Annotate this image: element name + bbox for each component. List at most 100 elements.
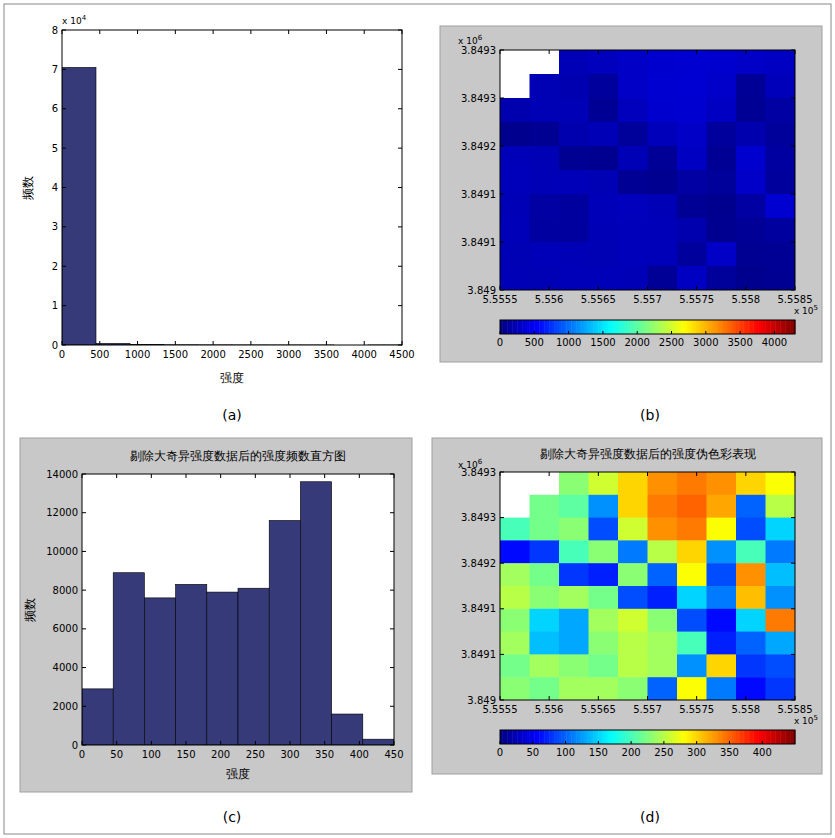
y-multiplier-base: x 10 [458,36,478,46]
colorbar-swatch [537,730,540,744]
colorbar-swatch [539,730,542,744]
histogram-bar [62,67,96,345]
y-tick [82,474,86,475]
colorbar-swatch [581,730,584,744]
colorbar-swatch [711,320,714,334]
y-tick [82,590,86,591]
x-tick [151,741,152,745]
y-tick-right [390,590,394,591]
colorbar-swatch [702,730,705,744]
colorbar-swatch [667,320,670,334]
x-tick-top [795,472,796,476]
heatmap-cell [766,563,796,586]
y-tick-right [398,108,402,109]
histogram-bar [332,714,363,745]
colorbar-swatch [724,320,727,334]
colorbar-swatch [542,320,545,334]
colorbar-swatch [613,730,616,744]
x-tick-top [394,474,395,478]
x-tick-label: 300 [280,749,299,760]
x-tick-label: 2000 [200,349,225,360]
x-tick-top [213,30,214,34]
heatmap-cell [559,146,589,171]
heatmap-cell [589,632,619,655]
x-tick-top [186,474,187,478]
x-tick-top [288,30,289,34]
colorbar-swatch [603,320,606,334]
colorbar-tick [663,741,664,744]
colorbar-swatch [633,730,636,744]
y-multiplier: x 106 [458,458,483,470]
x-tick-top [647,472,648,476]
colorbar-tick-label: 400 [753,747,772,758]
heatmap-cell [618,609,648,632]
heatmap-cell [736,609,766,632]
histogram-bar [207,592,238,745]
y-tick-label: 8 [52,25,58,36]
y-tick [62,30,66,31]
heatmap-cell [707,74,737,99]
colorbar-swatch [731,730,734,744]
colorbar-swatch [638,320,641,334]
heatmap-cell [559,122,589,147]
plot-background [62,30,402,345]
colorbar-swatch [682,730,685,744]
colorbar-swatch [763,320,766,334]
plot-frame [500,472,795,700]
colorbar-swatch [738,320,741,334]
heatmap-cell [648,540,678,563]
y-tick [500,50,504,51]
heatmap-cell [648,266,678,290]
colorbar-swatch [709,730,712,744]
histogram-bar [113,573,144,745]
heatmap-cell [559,586,589,609]
y-tick [500,563,504,564]
heatmap-cell [559,518,589,541]
x-tick-top [647,50,648,54]
heatmap-cell [530,122,560,147]
heatmap-cell [766,677,796,700]
colorbar-swatch [502,320,505,334]
x-tick [250,341,251,345]
heatmap-cell [589,74,619,99]
colorbar-swatch [756,320,759,334]
heatmap-cell [707,194,737,219]
heatmap-cell [677,518,707,541]
colorbar-swatch [527,320,530,334]
colorbar-swatch [640,730,643,744]
y-tick-label: 3.8492 [461,558,496,569]
y-multiplier-exponent: 6 [478,458,483,466]
colorbar-swatch [689,320,692,334]
heatmap-cell [677,98,707,123]
heatmap-cell [500,540,530,563]
colorbar-swatch [603,730,606,744]
colorbar-swatch [505,320,508,334]
colorbar-swatch [559,320,562,334]
heatmap-cell [707,98,737,123]
colorbar-swatch [699,320,702,334]
x-tick [598,696,599,700]
y-tick-right [791,290,795,291]
x-tick-label: 5.557 [633,294,662,305]
colorbar-swatch [773,320,776,334]
colorbar-swatch [746,730,749,744]
colorbar-swatch [579,730,582,744]
histogram-bar [176,584,207,745]
x-tick-label: 1000 [125,349,150,360]
colorbar-swatch [589,730,592,744]
x-tick-label: 0 [79,749,85,760]
x-tick-label: 5.556 [535,704,564,715]
x-tick-top [255,474,256,478]
y-tick-label: 3.8491 [461,649,496,660]
marks [500,472,795,700]
heatmap-cell [707,518,737,541]
heatmap-cell [648,98,678,123]
colorbar-tick [774,331,775,334]
colorbar-swatch [527,730,530,744]
y-tick-label: 12000 [46,507,78,518]
heatmap-cell [618,242,648,267]
y-tick [500,146,504,147]
heatmap-cell [766,74,796,99]
x-tick-label: 5.557 [633,704,662,715]
y-tick [62,226,66,227]
